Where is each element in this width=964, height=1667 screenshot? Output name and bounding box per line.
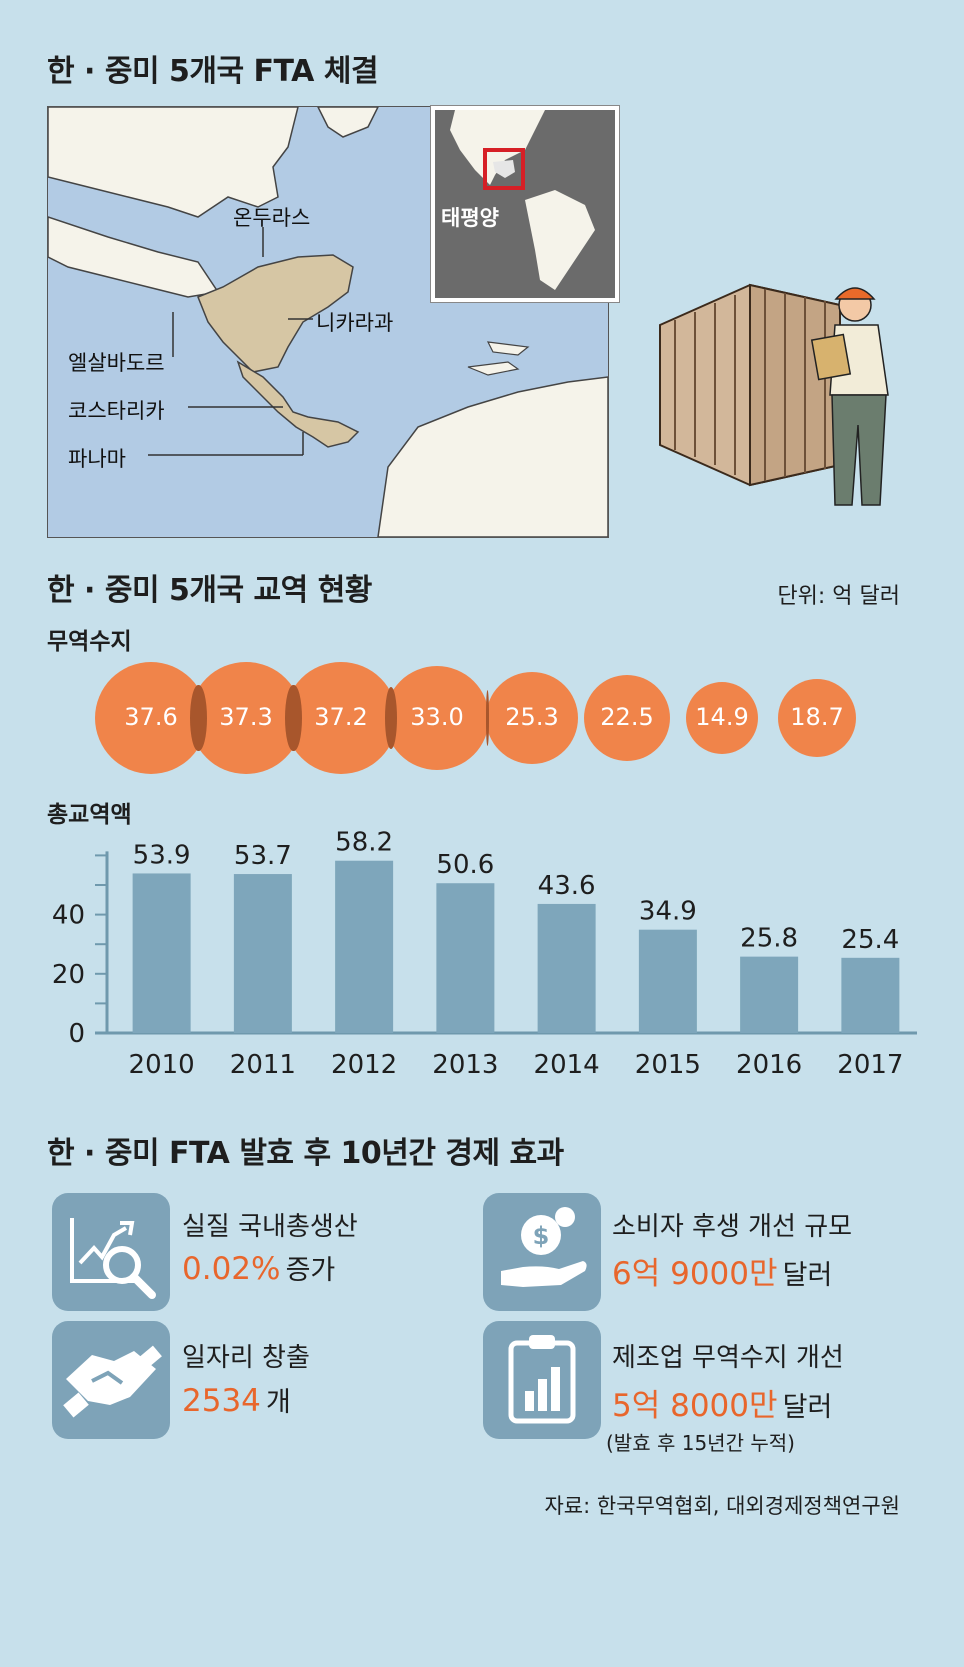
balance-bubble-2016 xyxy=(686,682,758,754)
americas-inset-map: 태평양 xyxy=(431,106,619,302)
x-tick-label-2012: 2012 xyxy=(331,1050,397,1080)
y-tick-label: 40 xyxy=(52,901,85,931)
balance-bubble-2014 xyxy=(486,672,578,764)
bar-value-2010: 53.9 xyxy=(133,840,191,870)
x-tick-label-2013: 2013 xyxy=(432,1050,498,1080)
bar-value-2012: 58.2 xyxy=(335,828,393,858)
balance-bubble-2010 xyxy=(95,662,207,774)
bar-value-2016: 25.8 xyxy=(740,924,798,954)
total-trade-label: 총교역액 xyxy=(47,802,132,828)
bar-2012 xyxy=(335,860,394,1033)
bar-value-2011: 53.7 xyxy=(234,841,292,871)
balance-value-2014: 25.3 xyxy=(505,703,559,731)
bar-2017 xyxy=(841,957,900,1033)
container-worker-illustration xyxy=(640,265,940,515)
balance-value-2010: 37.6 xyxy=(124,703,178,731)
section-title-trade: 한 · 중미 5개국 교역 현황 xyxy=(47,573,372,608)
balance-bubble-overlap xyxy=(486,690,490,746)
effect-gdp-value: 0.02% xyxy=(182,1251,281,1287)
balance-value-2017: 18.7 xyxy=(790,703,844,731)
effect-consumer-unit: 달러 xyxy=(782,1260,833,1291)
balance-bubble-overlap xyxy=(285,684,302,752)
balance-value-2011: 37.3 xyxy=(219,703,273,731)
effect-jobs-unit: 개 xyxy=(266,1387,291,1418)
effect-gdp-card xyxy=(52,1193,170,1311)
bar-value-2015: 34.9 xyxy=(639,897,697,927)
balance-bubble-2013 xyxy=(384,665,490,771)
chart-magnifier-icon xyxy=(70,1218,156,1299)
effect-manufacturing-note: (발효 후 15년간 누적) xyxy=(606,1431,795,1455)
unit-label: 단위: 억 달러 xyxy=(777,584,900,609)
effect-manufacturing-value: 5억 8000만 xyxy=(612,1388,778,1424)
balance-bubble-overlap xyxy=(384,686,397,750)
label-costa-rica: 코스타리카 xyxy=(68,399,165,423)
money-hand-icon: $ xyxy=(501,1207,587,1287)
y-tick-label: 0 xyxy=(68,1019,85,1049)
balance-value-2012: 37.2 xyxy=(314,703,368,731)
effect-consumer-label: 소비자 후생 개선 규모 xyxy=(612,1212,853,1242)
bar-2013 xyxy=(436,883,495,1033)
label-honduras: 온두라스 xyxy=(233,206,311,230)
bar-2011 xyxy=(233,874,292,1033)
handshake-icon xyxy=(63,1345,162,1418)
source-note: 자료: 한국무역협회, 대외경제정책연구원 xyxy=(544,1494,900,1518)
y-tick-label: 20 xyxy=(52,960,85,990)
bar-2014 xyxy=(537,903,596,1033)
effect-manufacturing-card xyxy=(483,1321,601,1439)
bar-2010 xyxy=(132,873,191,1033)
label-nicaragua: 니카라과 xyxy=(316,311,394,335)
effect-jobs-card xyxy=(52,1321,170,1439)
bar-2015 xyxy=(638,929,697,1033)
trade-balance-label: 무역수지 xyxy=(47,629,132,655)
balance-value-2015: 22.5 xyxy=(600,703,654,731)
x-tick-label-2017: 2017 xyxy=(837,1050,903,1080)
svg-text:$: $ xyxy=(533,1222,550,1250)
x-tick-label-2015: 2015 xyxy=(635,1050,701,1080)
balance-bubble-overlap xyxy=(190,684,207,752)
effect-manufacturing-label: 제조업 무역수지 개선 xyxy=(612,1343,844,1373)
effect-jobs-label: 일자리 창출 xyxy=(182,1343,310,1373)
effect-manufacturing-unit: 달러 xyxy=(782,1392,833,1423)
section-title-fta: 한 · 중미 5개국 FTA 체결 xyxy=(47,54,379,89)
label-panama: 파나마 xyxy=(68,447,126,471)
label-el-salvador: 엘살바도르 xyxy=(68,351,165,375)
balance-value-2013: 33.0 xyxy=(410,703,464,731)
section-title-effects: 한 · 중미 FTA 발효 후 10년간 경제 효과 xyxy=(47,1136,564,1171)
effect-gdp-label: 실질 국내총생산 xyxy=(182,1212,358,1242)
balance-bubble-2012 xyxy=(285,662,397,774)
x-tick-label-2011: 2011 xyxy=(230,1050,296,1080)
clipboard-chart-icon xyxy=(508,1335,576,1424)
bar-value-2013: 50.6 xyxy=(436,850,494,880)
bar-2016 xyxy=(740,956,799,1033)
x-tick-label-2010: 2010 xyxy=(129,1050,195,1080)
x-tick-label-2016: 2016 xyxy=(736,1050,802,1080)
trade-balance-bubbles: 37.6 37.3 37.2 33.0 25.3 22.5 14.9 18.7 xyxy=(0,660,964,790)
balance-bubble-2015 xyxy=(583,674,671,762)
label-pacific: 태평양 xyxy=(441,206,499,230)
bar-value-2017: 25.4 xyxy=(841,925,899,955)
effect-gdp-unit: 증가 xyxy=(285,1255,336,1286)
x-tick-label-2014: 2014 xyxy=(534,1050,600,1080)
effect-consumer-card: $ xyxy=(483,1193,601,1311)
balance-value-2016: 14.9 xyxy=(695,703,749,731)
effect-jobs-value: 2534 xyxy=(182,1383,261,1419)
effect-consumer-value: 6억 9000만 xyxy=(612,1256,778,1292)
total-trade-bar-chart: 0 20 40 53.9 2010 53.7 2011 58.2 2012 50.6 2013 43.… xyxy=(52,828,917,1080)
balance-bubble-2017 xyxy=(777,678,857,758)
balance-bubble-2011 xyxy=(190,662,302,774)
bar-value-2014: 43.6 xyxy=(538,871,596,901)
